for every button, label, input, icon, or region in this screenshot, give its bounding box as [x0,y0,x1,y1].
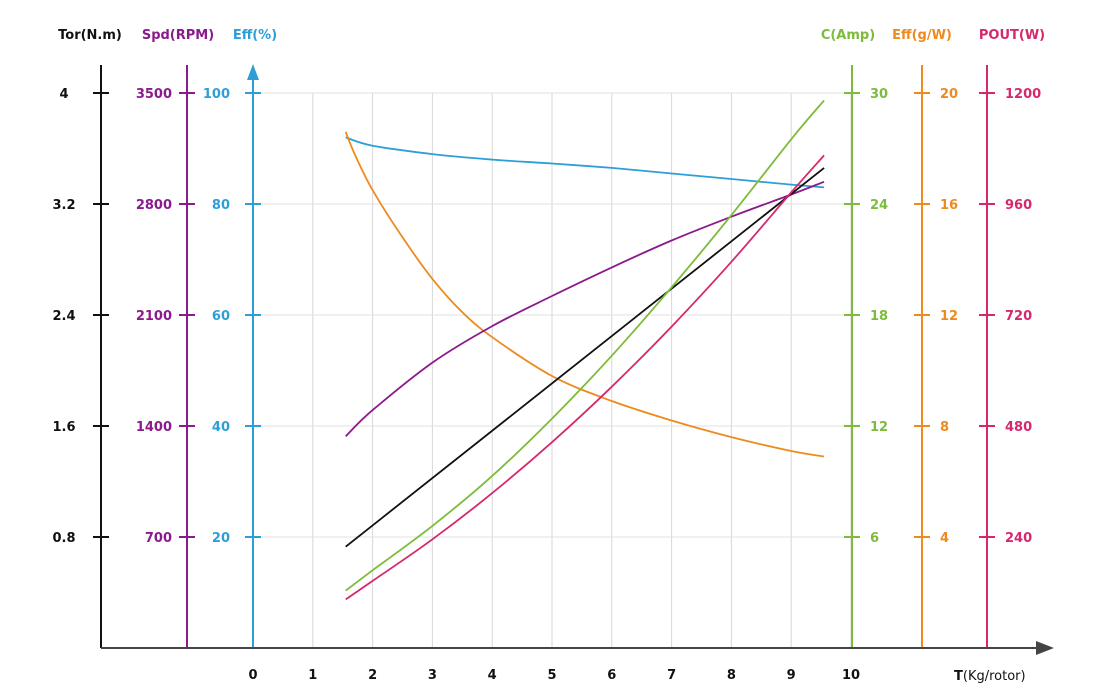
y-tick-label: 20 [940,87,958,102]
series-line-effgw [344,131,825,458]
x-tick-label: 10 [842,668,860,683]
y-tick-label: 4 [59,87,68,102]
y-tick-label: 4 [940,531,949,546]
y-axis-title-effgw: Eff(g/W) [892,28,952,43]
axes: Tor(N.m)0.81.62.43.24Spd(RPM)70014002100… [52,28,1054,683]
series-line-eff [345,136,825,189]
y-axis-title-tor: Tor(N.m) [58,28,122,43]
y-tick-label: 80 [212,198,230,213]
y-tick-label: 3500 [136,87,172,102]
y-axis-effgw: Eff(g/W) 4 8 12 16 20 [892,28,958,648]
y-tick-label: 30 [870,87,888,102]
y-tick-label: 960 [1005,198,1032,213]
series-line-tor [345,167,825,548]
y-axis-tor: Tor(N.m) 0.8 1.6 2.4 3.2 4 [52,28,122,648]
y-axis-title-pout: POUT(W) [979,28,1045,43]
y-axis-spd: Spd(RPM) 700 1400 2100 2800 3500 [136,28,214,648]
y-tick-label: 2.4 [52,309,75,324]
y-tick-label: 40 [212,420,230,435]
x-axis-arrow-icon [1036,641,1054,655]
x-tick-label: 8 [727,668,736,683]
x-tick-label: 5 [547,668,556,683]
series-line-cur [345,99,825,592]
x-axis: 0 1 2 3 4 5 6 7 8 9 10 [101,641,1054,683]
series-line-pout [345,154,825,601]
x-tick-label: 9 [787,668,796,683]
x-tick-label: 4 [488,668,497,683]
y-axis-title-eff: Eff(%) [233,28,277,43]
y-axis-title-spd: Spd(RPM) [142,28,214,43]
series-line-spd [345,180,825,437]
y-tick-label: 24 [870,198,888,213]
x-tick-label: 0 [248,668,257,683]
y-tick-label: 720 [1005,309,1032,324]
y-axis-title-cur: C(Amp) [821,28,875,43]
y-tick-label: 1.6 [52,420,75,435]
y-axis-pout: POUT(W) 240 480 720 960 1200 [979,28,1045,648]
y-tick-label: 3.2 [52,198,75,213]
x-tick-label: 7 [667,668,676,683]
x-tick-label: 1 [308,668,317,683]
y-tick-label: 2100 [136,309,172,324]
x-tick-label: 2 [368,668,377,683]
x-axis-title: T(Kg/rotor) [954,669,1026,684]
y-tick-label: 480 [1005,420,1032,435]
y-tick-label: 240 [1005,531,1032,546]
y-tick-label: 16 [940,198,958,213]
y-tick-label: 100 [203,87,230,102]
x-axis-title-text: T(Kg/rotor) [954,669,1026,684]
y-axis-arrow-icon [247,64,259,80]
y-tick-label: 8 [940,420,949,435]
x-tick-label: 6 [607,668,616,683]
series-lines [344,99,825,601]
y-tick-label: 12 [940,309,958,324]
y-tick-label: 1200 [1005,87,1041,102]
y-tick-label: 20 [212,531,230,546]
grid [253,92,852,648]
y-tick-label: 1400 [136,420,172,435]
y-tick-label: 18 [870,309,888,324]
y-tick-label: 12 [870,420,888,435]
y-axis-cur: C(Amp) 6 12 18 24 30 [821,28,888,648]
x-tick-label: 3 [428,668,437,683]
y-tick-label: 700 [145,531,172,546]
y-tick-label: 6 [870,531,879,546]
y-tick-label: 2800 [136,198,172,213]
y-axis-eff: Eff(%) 20 40 60 80 100 [203,28,277,648]
y-tick-label: 0.8 [52,531,75,546]
y-tick-label: 60 [212,309,230,324]
